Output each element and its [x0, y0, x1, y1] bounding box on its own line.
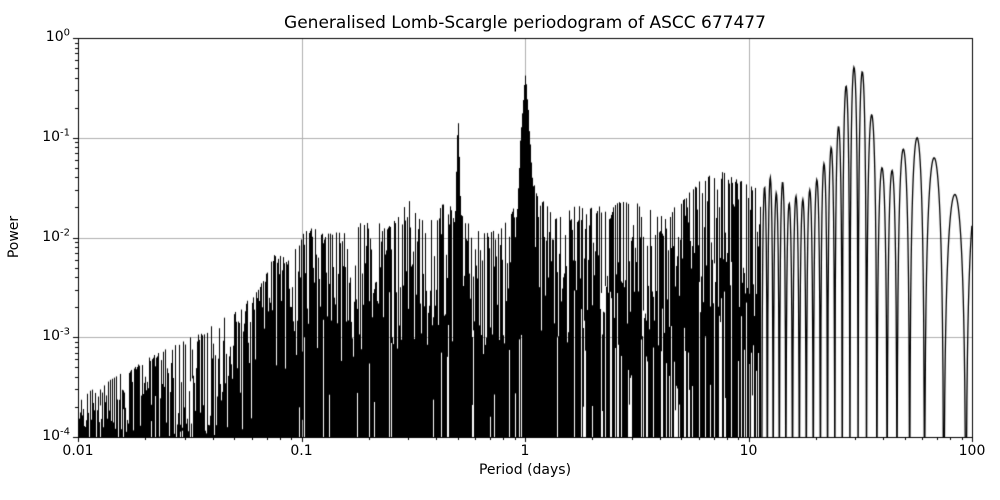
x-tick-label: 1 — [520, 443, 530, 459]
y-tick-label: 10-4 — [42, 426, 70, 444]
y-tick-label: 10-1 — [42, 127, 70, 145]
x-tick-label: 0.01 — [62, 443, 94, 459]
chart-title: Generalised Lomb-Scargle periodogram of … — [284, 13, 766, 33]
x-tick-label: 100 — [958, 443, 986, 459]
x-axis-label: Period (days) — [478, 462, 572, 478]
y-tick-label: 100 — [45, 27, 70, 45]
y-tick-label: 10-2 — [42, 226, 70, 245]
x-tick-label: 10 — [739, 443, 758, 459]
y-tick-label: 10-3 — [42, 326, 70, 345]
x-tick-label: 0.1 — [290, 443, 313, 459]
